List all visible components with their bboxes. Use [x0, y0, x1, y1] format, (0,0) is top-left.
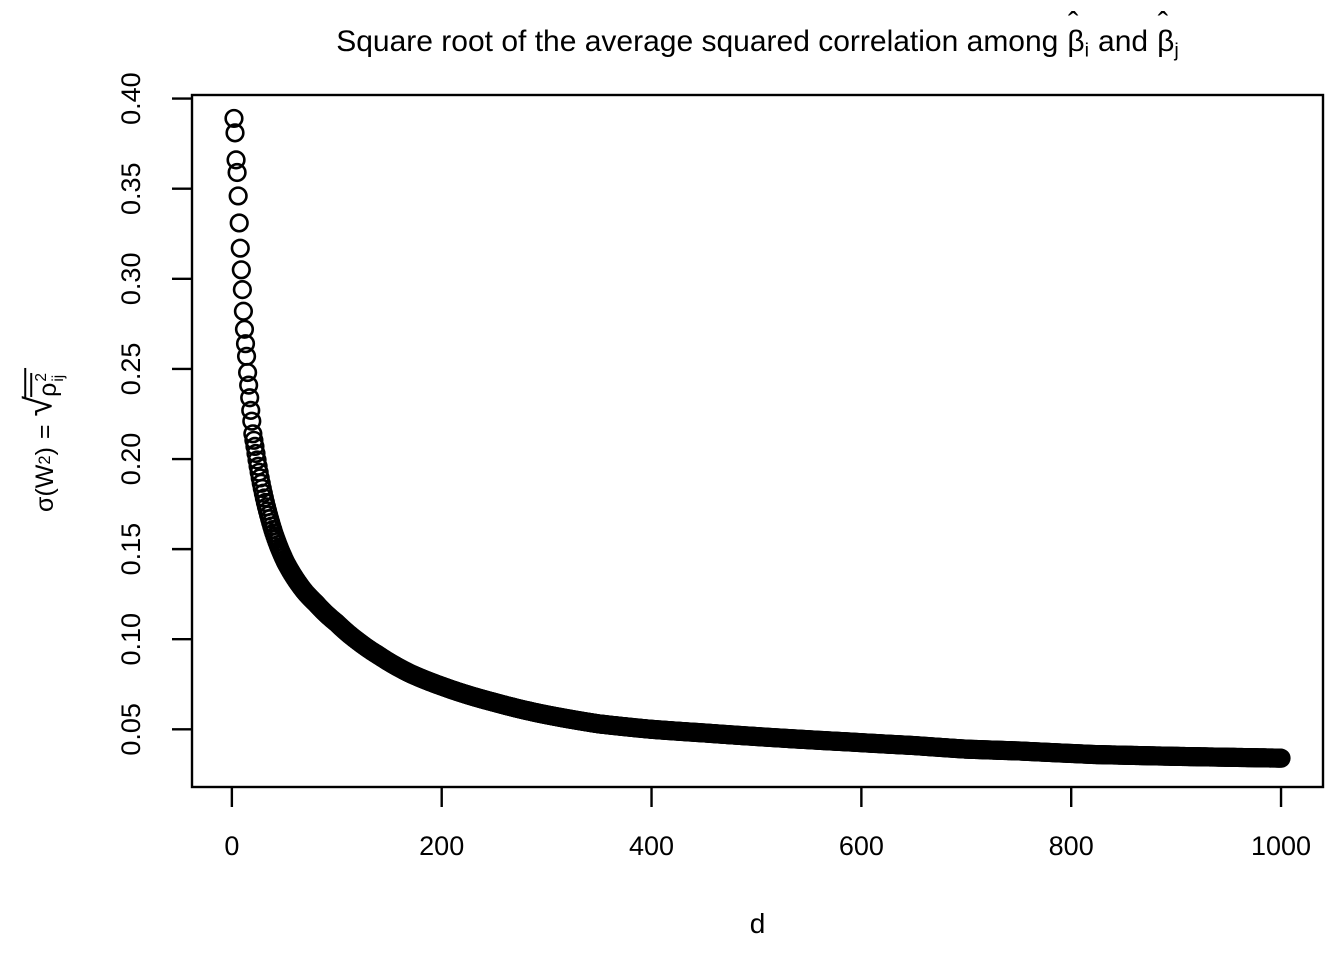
chart-title-text: Square root of the average squared corre… — [336, 25, 1059, 58]
data-point — [232, 280, 252, 300]
y-tick-label: 0.05 — [116, 703, 146, 756]
data-point — [230, 238, 250, 258]
plot-box — [190, 93, 1325, 789]
hat-accent: ˆ — [1067, 5, 1079, 42]
data-point — [234, 319, 255, 339]
x-tick-label: 200 — [419, 831, 464, 861]
y-tick-label: 0.10 — [116, 613, 146, 666]
data-point — [235, 334, 256, 354]
subscript-i: i — [1084, 39, 1090, 62]
data-point — [228, 186, 248, 206]
data-point — [1271, 748, 1291, 768]
beta-hat-i: ˆ βi — [1067, 5, 1090, 69]
y-tick-label: 0.20 — [116, 433, 146, 486]
chart-title: Square root of the average squared corre… — [192, 5, 1323, 69]
title-and: and — [1098, 25, 1149, 58]
data-point — [229, 213, 249, 233]
y-tick-label: 0.25 — [116, 343, 146, 396]
y-tick-label: 0.40 — [116, 72, 146, 125]
y-tick-label: 0.15 — [116, 523, 146, 576]
data-point — [226, 150, 246, 170]
x-axis-title: d — [750, 908, 766, 939]
data-point — [241, 400, 261, 420]
data-point — [238, 362, 258, 383]
beta-hat-j: ˆ βj — [1157, 5, 1179, 69]
x-tick-label: 800 — [1049, 831, 1094, 861]
data-point — [224, 108, 244, 129]
data-point — [227, 162, 247, 183]
data-point — [243, 424, 263, 444]
data-point — [240, 388, 260, 408]
x-tick-label: 400 — [629, 831, 674, 861]
data-point — [246, 443, 266, 464]
data-point — [239, 375, 259, 395]
data-point — [242, 411, 262, 431]
data-point — [245, 436, 265, 457]
subscript-j: j — [1174, 39, 1179, 62]
y-tick-label: 0.35 — [116, 162, 146, 215]
x-tick-label: 1000 — [1251, 831, 1311, 861]
data-point — [236, 346, 257, 366]
data-point — [231, 260, 251, 280]
beta-symbol: β — [1067, 25, 1085, 58]
y-tick-label: 0.30 — [116, 253, 146, 306]
data-point — [225, 123, 245, 143]
hat-accent: ˆ — [1157, 5, 1169, 42]
x-tick-label: 0 — [224, 831, 239, 861]
beta-symbol: β — [1157, 25, 1175, 58]
scatter-points — [224, 108, 1291, 768]
data-point — [233, 301, 254, 321]
x-tick-label: 600 — [839, 831, 884, 861]
